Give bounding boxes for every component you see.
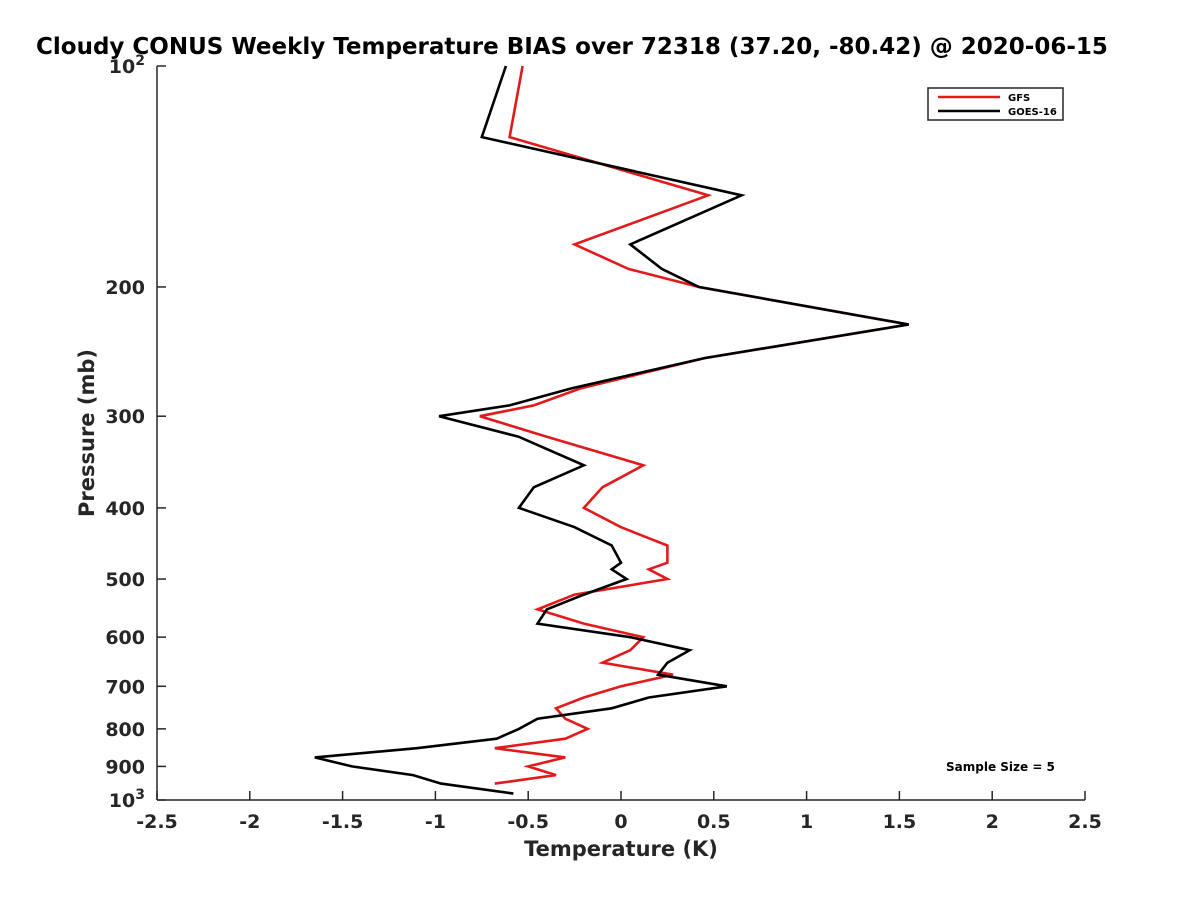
y-tick-label: 103 — [109, 787, 145, 812]
y-tick-label: 900 — [105, 756, 145, 778]
x-axis-label: Temperature (K) — [524, 837, 718, 861]
x-tick-label: -1 — [425, 811, 446, 833]
legend-label-goes16: GOES-16 — [1008, 107, 1057, 118]
x-tick-label: 2 — [986, 811, 999, 833]
y-tick-label: 700 — [105, 676, 145, 698]
y-ticks: 102 200 300 400 500 600 700 800 900 103 — [105, 53, 166, 812]
sample-size-annotation: Sample Size = 5 — [946, 760, 1055, 774]
y-tick-label: 600 — [105, 627, 145, 649]
legend-label-gfs: GFS — [1008, 93, 1030, 104]
x-tick-label: 1.5 — [883, 811, 917, 833]
series-line-goes16 — [314, 65, 909, 795]
y-tick-label: 500 — [105, 569, 145, 591]
legend: GFS GOES-16 — [927, 87, 1064, 121]
y-tick-label: 102 — [109, 53, 145, 78]
chart-title: Cloudy CONUS Weekly Temperature BIAS ove… — [36, 34, 1108, 60]
x-tick-label: -1.5 — [322, 811, 364, 833]
x-tick-label: 0.5 — [697, 811, 731, 833]
y-tick-label: 400 — [105, 498, 145, 520]
legend-box — [927, 87, 1064, 121]
x-tick-label: -2 — [239, 811, 260, 833]
y-tick-label: 300 — [105, 406, 145, 428]
x-tick-label: -0.5 — [507, 811, 549, 833]
y-tick-label: 200 — [105, 277, 145, 299]
x-tick-label: -2.5 — [136, 811, 178, 833]
y-tick-label: 800 — [105, 719, 145, 741]
x-tick-label: 1 — [800, 811, 813, 833]
x-ticks: -2.5 -2 -1.5 -1 -0.5 0 0.5 1 1.5 2 2.5 — [136, 791, 1102, 833]
x-tick-label: 0 — [614, 811, 627, 833]
x-tick-label: 2.5 — [1068, 811, 1102, 833]
series-group — [314, 65, 909, 795]
y-axis-label: Pressure (mb) — [75, 349, 99, 517]
